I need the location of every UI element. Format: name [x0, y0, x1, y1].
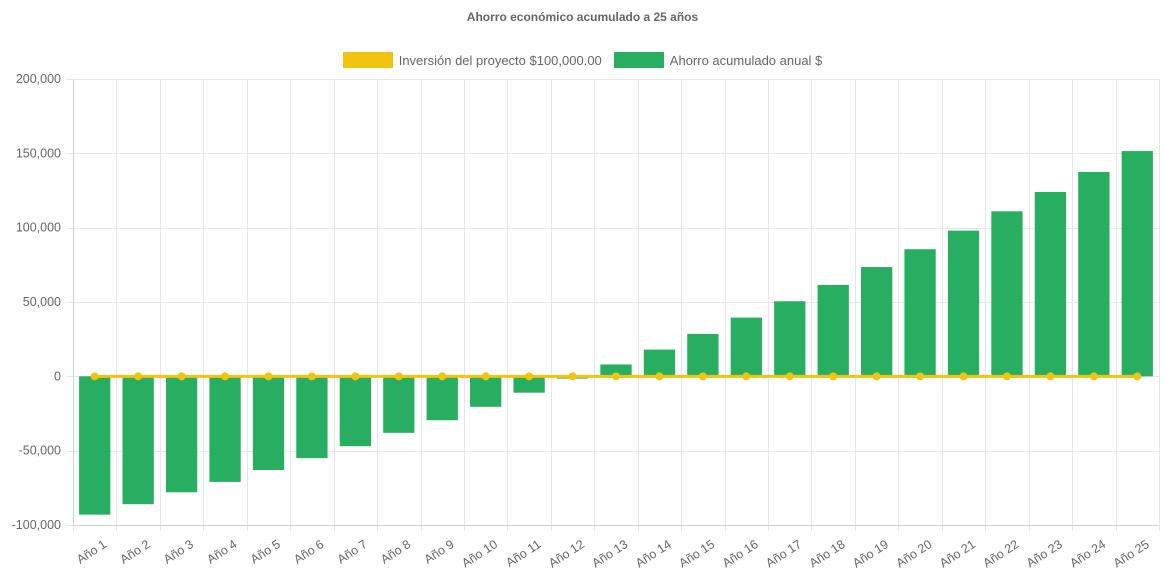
- y-tick-label: -50,000: [19, 444, 61, 458]
- x-tick-label: Año 5: [248, 537, 283, 567]
- bar-savings-5: [252, 376, 285, 470]
- point-investment-3: [177, 372, 186, 381]
- bar-series: [79, 151, 1153, 515]
- y-tick-label: 0: [54, 369, 61, 383]
- x-tick-label: Año 6: [291, 537, 326, 567]
- bar-savings-24: [1078, 171, 1110, 377]
- chart-title: Ahorro económico acumulado a 25 años: [466, 10, 699, 24]
- x-tick-label: Año 3: [161, 537, 196, 567]
- bar-savings-10: [470, 376, 502, 407]
- x-tick-label: Año 1: [74, 537, 109, 567]
- x-tick-label: Año 22: [981, 537, 1022, 570]
- bar-savings-25: [1121, 151, 1153, 377]
- point-investment-23: [1046, 372, 1055, 381]
- legend-label-savings: Ahorro acumulado anual $: [669, 52, 823, 68]
- point-investment-9: [438, 372, 447, 381]
- x-tick-label: Año 23: [1024, 537, 1065, 570]
- y-tick-label: 50,000: [23, 295, 61, 309]
- point-investment-8: [394, 372, 403, 381]
- point-investment-7: [351, 372, 360, 381]
- bar-savings-6: [296, 376, 328, 459]
- point-investment-25: [1133, 372, 1142, 381]
- y-axis: 200,000 150,000 100,000 50,000 0 -50,000 -100,…: [12, 72, 61, 532]
- x-tick-label: Año 16: [720, 537, 761, 570]
- x-tick-label: Año 18: [807, 537, 848, 570]
- bar-savings-23: [1034, 191, 1067, 377]
- line-series: [90, 372, 1142, 381]
- x-tick-label: Año 11: [503, 537, 543, 570]
- bar-savings-1: [79, 376, 111, 515]
- grid-lines: [67, 79, 1160, 531]
- point-investment-11: [525, 372, 534, 381]
- bar-savings-17: [774, 301, 806, 377]
- legend-item-investment[interactable]: Inversión del proyecto $100,000.00: [342, 52, 602, 68]
- legend-item-savings[interactable]: Ahorro acumulado anual $: [613, 52, 823, 68]
- point-investment-6: [307, 372, 316, 381]
- point-investment-13: [612, 372, 620, 381]
- y-tick-label: -100,000: [12, 518, 61, 532]
- point-investment-1: [90, 372, 99, 381]
- x-tick-label: Año 21: [937, 537, 978, 570]
- bar-savings-7: [339, 376, 371, 447]
- point-investment-16: [742, 372, 751, 381]
- bar-savings-18: [817, 284, 849, 377]
- x-tick-label: Año 4: [204, 537, 239, 567]
- point-investment-20: [916, 372, 925, 381]
- point-investment-18: [829, 372, 838, 381]
- x-tick-label: Año 12: [546, 537, 587, 570]
- x-tick-label: Año 24: [1067, 537, 1108, 570]
- bar-savings-21: [947, 230, 980, 377]
- bar-savings-16: [730, 317, 762, 377]
- x-tick-label: Año 9: [422, 537, 457, 567]
- y-tick-label: 150,000: [16, 146, 61, 160]
- point-investment-5: [264, 372, 273, 381]
- x-tick-label: Año 7: [335, 537, 370, 567]
- legend: Inversión del proyecto $100,000.00 Ahorr…: [0, 50, 1165, 70]
- point-investment-15: [698, 372, 707, 381]
- x-tick-label: Año 10: [459, 537, 500, 570]
- x-tick-label: Año 25: [1111, 537, 1152, 570]
- x-tick-label: Año 2: [118, 537, 153, 567]
- point-investment-17: [785, 372, 794, 381]
- point-investment-24: [1089, 372, 1098, 381]
- legend-label-investment: Inversión del proyecto $100,000.00: [398, 52, 602, 68]
- bar-savings-3: [165, 376, 198, 493]
- bar-savings-8: [383, 376, 415, 433]
- bar-savings-20: [904, 249, 936, 377]
- bar-savings-22: [991, 211, 1023, 377]
- point-investment-12: [568, 372, 577, 381]
- x-tick-label: Año 14: [633, 537, 674, 570]
- x-tick-label: Año 15: [676, 537, 717, 570]
- point-investment-14: [655, 372, 664, 381]
- bar-savings-11: [513, 376, 545, 393]
- x-tick-label: Año 13: [590, 537, 631, 570]
- y-tick-label: 100,000: [16, 221, 61, 235]
- bar-savings-15: [687, 333, 719, 377]
- y-tick-label: 200,000: [16, 72, 61, 86]
- legend-swatch-savings: [613, 52, 664, 68]
- legend-swatch-investment: [342, 52, 393, 68]
- bar-savings-4: [209, 376, 241, 482]
- bar-savings-19: [861, 267, 893, 377]
- point-investment-19: [872, 372, 881, 381]
- x-axis: Año 1 Año 2 Año 3 Año 4 Año 5 Año 6 Año 7 Año 8…: [74, 537, 1152, 570]
- bar-savings-14: [643, 349, 676, 377]
- x-tick-label: Año 19: [850, 537, 891, 570]
- point-investment-4: [221, 372, 230, 381]
- bar-savings-9: [426, 376, 458, 421]
- x-tick-label: Año 20: [894, 537, 935, 570]
- point-investment-10: [481, 372, 490, 381]
- point-investment-2: [134, 372, 143, 381]
- point-investment-22: [1002, 372, 1011, 381]
- bar-savings-2: [122, 376, 154, 505]
- point-investment-21: [959, 372, 968, 381]
- x-tick-label: Año 8: [378, 537, 413, 567]
- bar-savings-13: [600, 364, 632, 377]
- x-tick-label: Año 17: [763, 537, 804, 570]
